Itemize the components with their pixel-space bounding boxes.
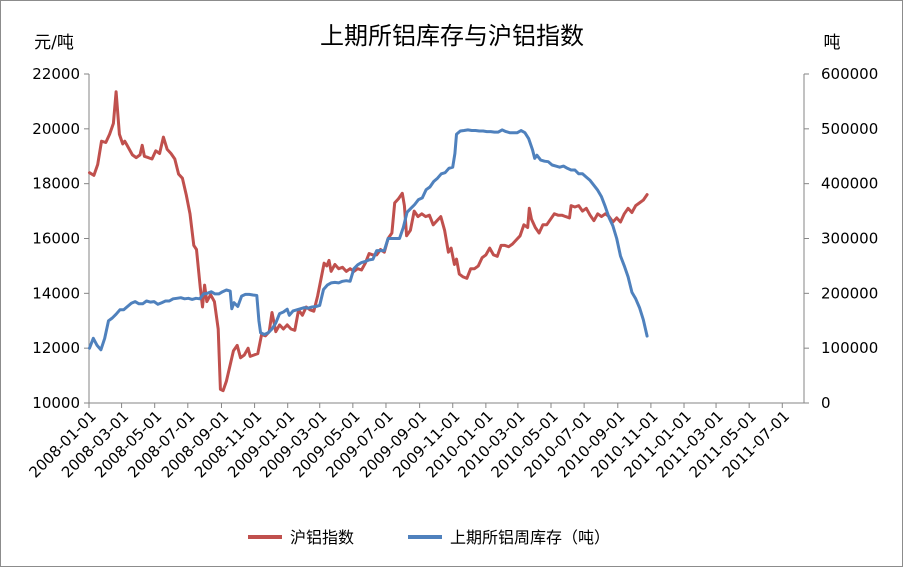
right-y-axis: 0 100000 200000 300000 400000 500000 600000 — [803, 65, 878, 412]
right-axis-unit: 吨 — [824, 33, 841, 53]
left-tick-label: 12000 — [32, 339, 80, 357]
x-axis: 2008-01-012008-03-012008-05-012008-07-01… — [25, 402, 804, 481]
right-tick-label: 400000 — [821, 175, 878, 193]
left-tick-label: 14000 — [32, 284, 80, 302]
left-axis-unit: 元/吨 — [34, 33, 74, 53]
legend-label-series-1: 沪铝指数 — [290, 528, 354, 547]
legend: 沪铝指数 上期所铝周库存（吨） — [248, 528, 610, 547]
right-tick-label: 0 — [821, 394, 831, 412]
series-layer — [88, 90, 649, 393]
series-line-1 — [88, 90, 649, 393]
left-y-axis: 10000 12000 14000 16000 18000 20000 22000 — [32, 65, 90, 412]
right-tick-label: 200000 — [821, 284, 878, 302]
left-tick-label: 22000 — [32, 65, 80, 83]
left-tick-label: 16000 — [32, 230, 80, 248]
series-line-2 — [88, 128, 649, 352]
left-tick-label: 10000 — [32, 394, 80, 412]
left-tick-label: 20000 — [32, 120, 80, 138]
right-tick-label: 600000 — [821, 65, 878, 83]
left-tick-label: 18000 — [32, 175, 80, 193]
legend-label-series-2: 上期所铝周库存（吨） — [450, 528, 610, 547]
right-tick-label: 100000 — [821, 339, 878, 357]
chart-title: 上期所铝库存与沪铝指数 — [320, 22, 584, 50]
right-tick-label: 500000 — [821, 120, 878, 138]
right-tick-label: 300000 — [821, 230, 878, 248]
